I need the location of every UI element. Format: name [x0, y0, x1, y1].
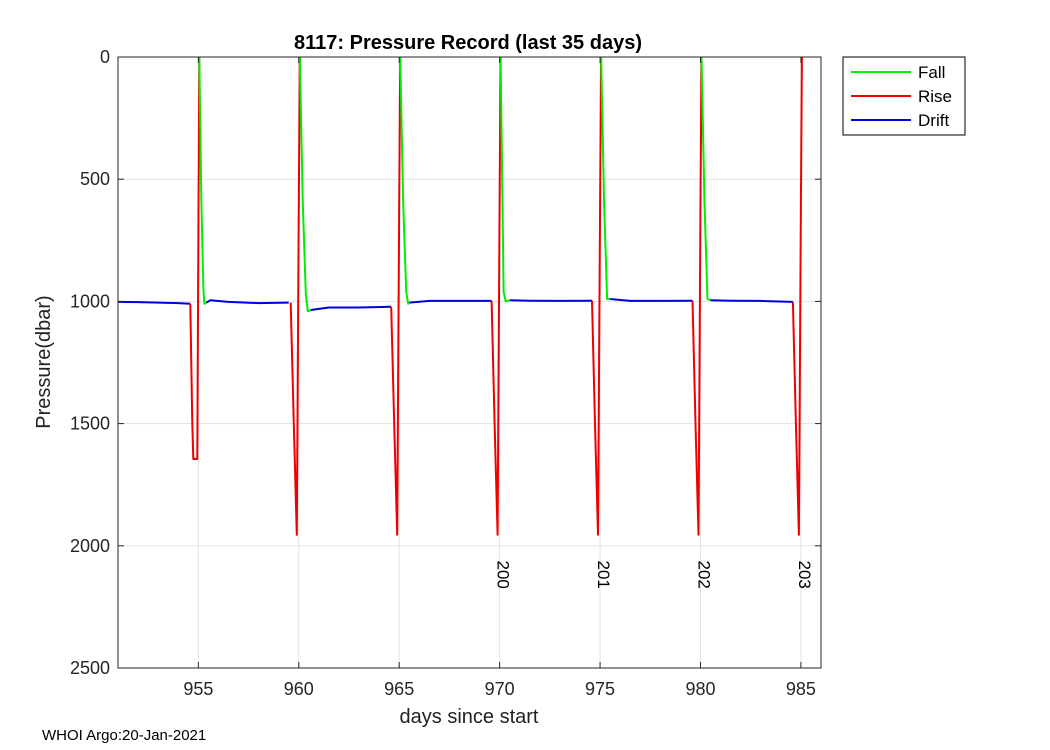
series-line-rise — [791, 56, 803, 536]
series-line-drift — [310, 305, 392, 311]
cycle-label: 201 — [594, 561, 613, 589]
y-tick-label: 1500 — [70, 414, 110, 434]
series-line-fall — [600, 56, 611, 300]
legend-label-rise: Rise — [918, 87, 952, 106]
x-tick-label: 965 — [384, 679, 414, 699]
y-tick-label: 2500 — [70, 658, 110, 678]
plot-area — [118, 57, 821, 668]
x-tick-label: 955 — [183, 679, 213, 699]
x-axis-label: days since start — [400, 706, 539, 728]
y-tick-label: 1000 — [70, 291, 110, 311]
series-line-drift — [710, 299, 793, 303]
legend: Fall Rise Drift — [842, 56, 966, 136]
cycle-annotations: 200 201 202 203 — [494, 561, 814, 589]
footer-credit: WHOI Argo:20-Jan-2021 — [42, 727, 207, 744]
series-line-rise — [189, 56, 201, 460]
x-tick-label: 985 — [786, 679, 816, 699]
x-tick-label: 970 — [485, 679, 515, 699]
legend-label-fall: Fall — [918, 63, 945, 82]
cycle-label: 200 — [494, 561, 513, 589]
axes-box — [117, 56, 822, 669]
y-axis-label: Pressure(dbar) — [33, 295, 55, 428]
series-line-rise — [289, 56, 301, 536]
series-line-fall — [499, 56, 510, 303]
y-tick-label: 500 — [80, 169, 110, 189]
series-line-drift — [409, 299, 492, 304]
cycle-label: 202 — [695, 561, 714, 589]
y-tick-label: 2000 — [70, 536, 110, 556]
series-line-rise — [390, 56, 402, 536]
series-line-fall — [700, 56, 711, 302]
series-line-rise — [490, 56, 502, 536]
series-line-drift — [205, 299, 289, 305]
series-line-rise — [691, 56, 703, 536]
x-tick-label: 960 — [284, 679, 314, 699]
cycle-label: 203 — [795, 561, 814, 589]
legend-label-drift: Drift — [918, 111, 949, 130]
series-line-drift — [610, 298, 693, 302]
x-tick-label: 980 — [685, 679, 715, 699]
y-tick-label: 0 — [100, 47, 110, 67]
series-line-fall — [399, 56, 410, 305]
chart-title: 8117: Pressure Record (last 35 days) — [294, 32, 642, 54]
series-line-rise — [591, 56, 603, 536]
x-tick-label: 975 — [585, 679, 615, 699]
axes: 955 960 965 970 975 980 985 0 500 1000 1500 2000 250… — [70, 47, 822, 699]
plot-lines — [117, 56, 803, 536]
grid — [118, 56, 821, 669]
series-line-drift — [509, 299, 593, 302]
series-line-fall — [198, 56, 207, 305]
series-line-drift — [117, 300, 191, 305]
series-line-fall — [298, 56, 312, 313]
